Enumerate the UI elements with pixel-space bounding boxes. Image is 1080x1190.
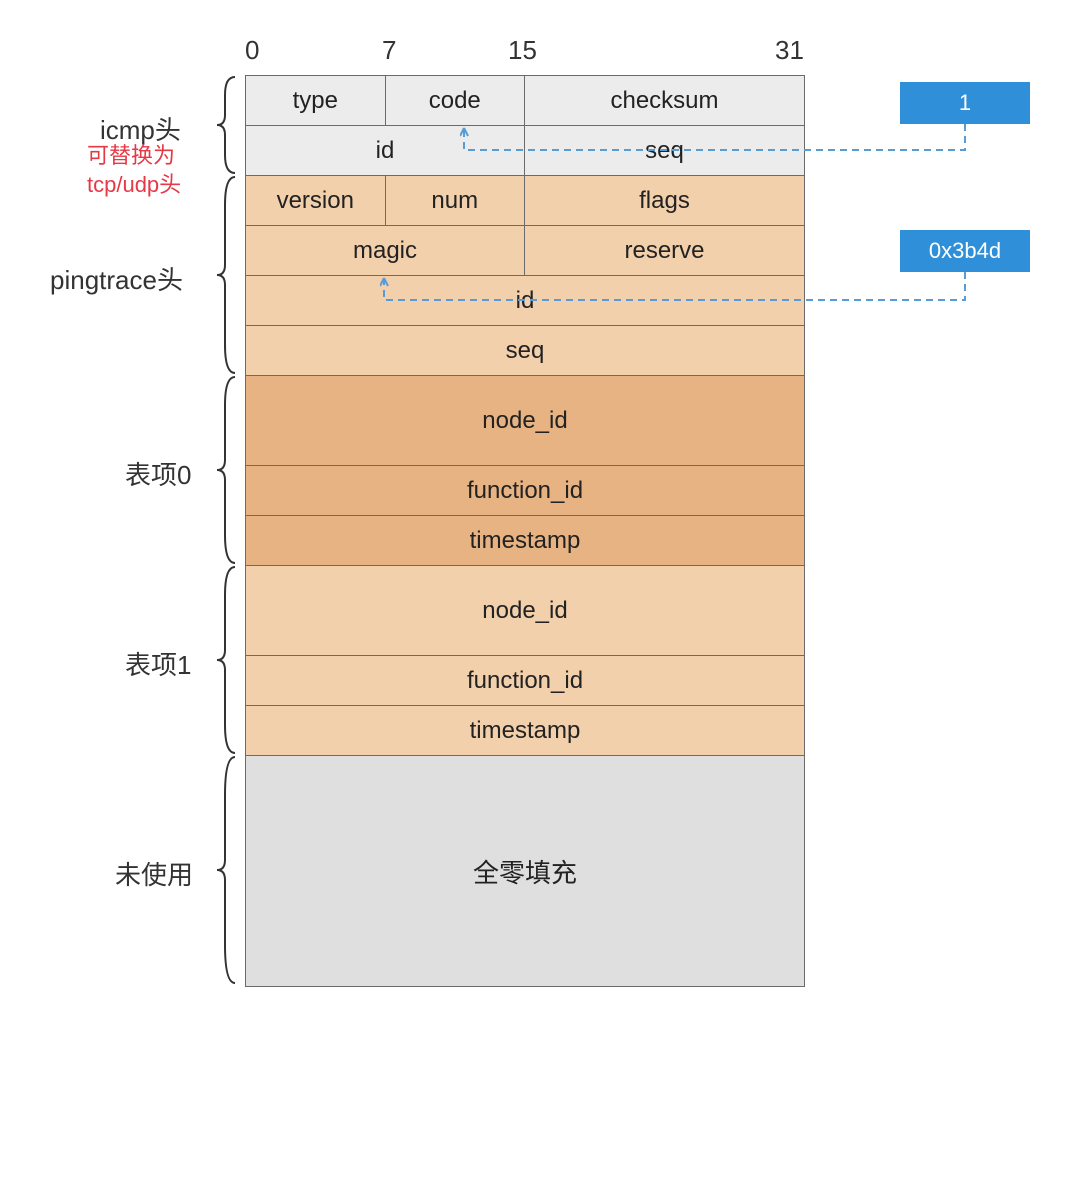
field-icmp-seq: seq — [525, 126, 804, 175]
field-code: code — [386, 76, 526, 125]
field-entry0-node-id: node_id — [246, 376, 804, 465]
label-unused: 未使用 — [115, 855, 193, 892]
brace-icmp — [215, 75, 240, 175]
entry0-timestamp: timestamp — [246, 516, 804, 566]
brace-entry0 — [215, 375, 240, 565]
entry0-node-id: node_id — [246, 376, 804, 466]
icmp-row-2: id seq — [246, 126, 804, 176]
brace-unused — [215, 755, 240, 985]
unused-row: 全零填充 — [246, 756, 804, 986]
entry1-timestamp: timestamp — [246, 706, 804, 756]
label-entry1: 表项1 — [125, 645, 191, 682]
label-pingtrace: pingtrace头 — [50, 260, 183, 297]
pingtrace-row-1: version num flags — [246, 176, 804, 226]
bit-label-0: 0 — [245, 35, 259, 66]
callout-code: 1 — [900, 82, 1030, 124]
field-magic: magic — [246, 226, 525, 275]
field-num: num — [386, 176, 526, 225]
bit-label-31: 31 — [775, 35, 804, 66]
field-flags: flags — [525, 176, 804, 225]
field-entry0-function-id: function_id — [246, 466, 804, 515]
label-entry0: 表项0 — [125, 455, 191, 492]
field-entry1-timestamp: timestamp — [246, 706, 804, 755]
callout-magic: 0x3b4d — [900, 230, 1030, 272]
icmp-row-1: type code checksum — [246, 76, 804, 126]
pingtrace-row-4: seq — [246, 326, 804, 376]
field-reserve: reserve — [525, 226, 804, 275]
entry1-function-id: function_id — [246, 656, 804, 706]
packet-diagram: 0 7 15 31 type code checksum id seq vers… — [20, 20, 1060, 1170]
entry0-function-id: function_id — [246, 466, 804, 516]
field-entry1-node-id: node_id — [246, 566, 804, 655]
bit-label-7: 7 — [382, 35, 396, 66]
field-unused: 全零填充 — [246, 756, 804, 986]
field-pt-seq: seq — [246, 326, 804, 375]
entry1-node-id: node_id — [246, 566, 804, 656]
field-type: type — [246, 76, 386, 125]
pingtrace-row-2: magic reserve — [246, 226, 804, 276]
field-checksum: checksum — [525, 76, 804, 125]
pingtrace-row-3: id — [246, 276, 804, 326]
field-version: version — [246, 176, 386, 225]
brace-pingtrace — [215, 175, 240, 375]
brace-entry1 — [215, 565, 240, 755]
bit-label-15: 15 — [508, 35, 537, 66]
field-entry1-function-id: function_id — [246, 656, 804, 705]
field-entry0-timestamp: timestamp — [246, 516, 804, 565]
packet-table: type code checksum id seq version num fl… — [245, 75, 805, 987]
field-icmp-id: id — [246, 126, 525, 175]
field-pt-id: id — [246, 276, 804, 325]
note-icmp: 可替换为 tcp/udp头 — [87, 142, 181, 199]
